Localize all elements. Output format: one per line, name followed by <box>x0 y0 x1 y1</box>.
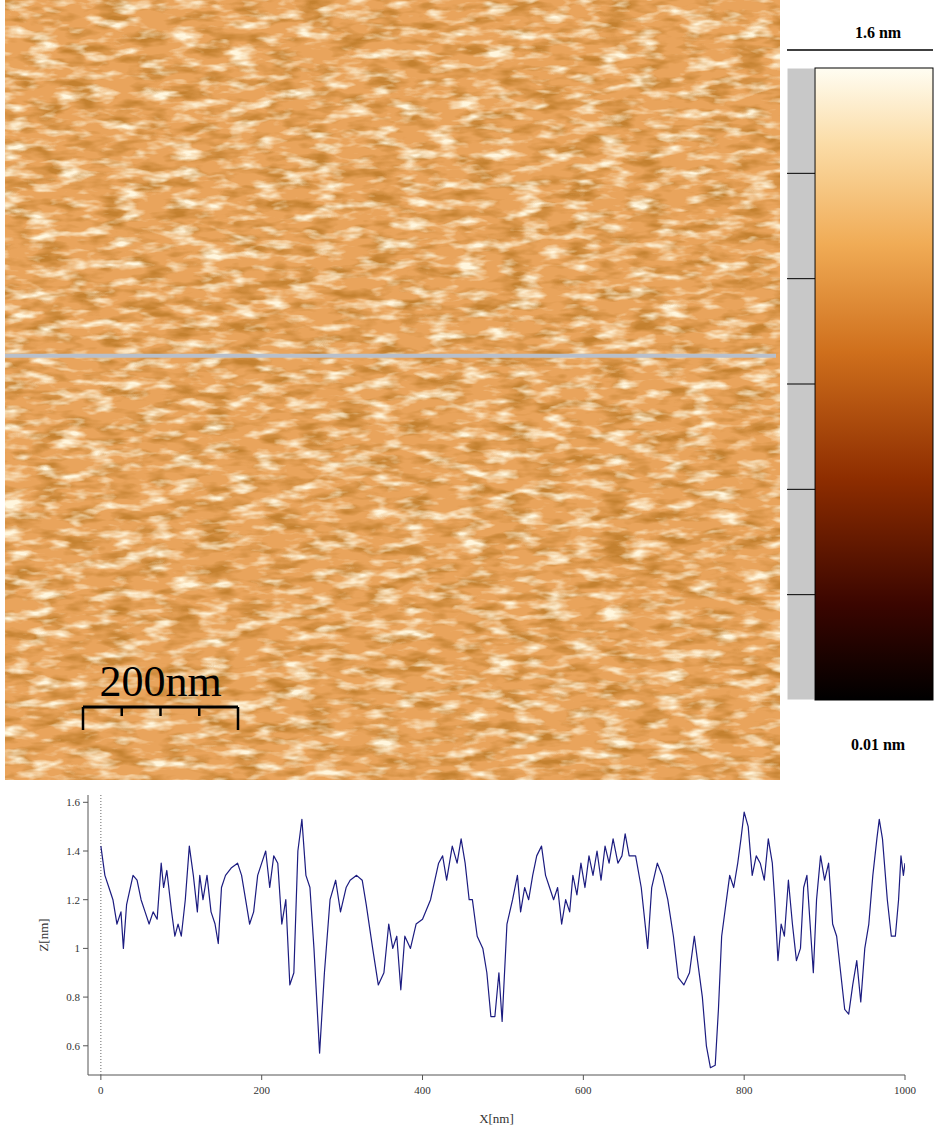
colorbar-label: 0.01 nm <box>851 736 906 753</box>
scale-bar-label: 200nm <box>99 657 221 706</box>
x-axis-title: X[nm] <box>479 1111 514 1126</box>
image-texture <box>5 0 780 780</box>
y-tick-label: 1 <box>75 942 81 954</box>
profile-curve <box>101 812 905 1068</box>
colorbar-division <box>787 278 815 279</box>
scale-bar-tick <box>198 707 201 716</box>
x-tick <box>744 1075 745 1080</box>
scale-bar-tick <box>82 707 85 730</box>
colorbar-division <box>787 384 815 385</box>
colorbar-tick <box>787 700 933 701</box>
colorbar-division <box>787 594 815 595</box>
colorbar-tick <box>787 49 933 51</box>
colorbar-frame <box>787 68 815 700</box>
y-axis <box>88 795 89 1075</box>
x-axis <box>88 1075 905 1076</box>
x-tick <box>905 1075 906 1080</box>
x-tick-label: 400 <box>414 1084 431 1096</box>
image-texture <box>5 0 780 780</box>
y-tick <box>83 802 88 803</box>
y-tick-label: 1.6 <box>66 796 80 808</box>
x-tick <box>261 1075 262 1080</box>
x-tick-label: 0 <box>98 1084 104 1096</box>
x-tick <box>583 1075 584 1080</box>
x-tick-label: 800 <box>736 1084 753 1096</box>
y-tick <box>83 948 88 949</box>
scale-bar-tick <box>159 707 162 716</box>
figure: 200nm 1.6 nm 0.01 nm 0.6 0.8 1 1.2 1.4 1.6 0 200 40… <box>0 0 937 1137</box>
y-axis-title: Z[nm] <box>36 918 51 951</box>
x-tick <box>100 1075 101 1080</box>
scale-bar-tick <box>121 707 124 716</box>
y-tick-label: 1.4 <box>66 845 80 857</box>
y-tick <box>83 1045 88 1046</box>
x-tick <box>422 1075 423 1080</box>
x-tick-label: 600 <box>575 1084 592 1096</box>
origin-line <box>100 795 101 1075</box>
x-tick-label: 200 <box>253 1084 270 1096</box>
y-tick-label: 0.6 <box>66 1040 80 1052</box>
axes: 0.6 0.8 1 1.2 1.4 1.6 0 200 400 600 800 1000 X[nm] Z[… <box>36 795 917 1126</box>
y-tick <box>83 997 88 998</box>
plot-area <box>101 812 905 1068</box>
y-tick <box>83 899 88 900</box>
y-tick-label: 0.8 <box>66 991 80 1003</box>
colorbar <box>815 68 933 700</box>
afm-image <box>5 0 780 780</box>
image-ground <box>5 0 780 780</box>
scale-bar-tick <box>237 707 240 730</box>
colorbar-division <box>787 489 815 490</box>
y-tick <box>83 851 88 852</box>
x-tick-label: 1000 <box>894 1084 917 1096</box>
profile-line <box>5 354 776 358</box>
y-tick-label: 1.2 <box>66 894 80 906</box>
colorbar-division <box>787 173 815 174</box>
colorbar-label: 1.6 nm <box>855 24 902 41</box>
